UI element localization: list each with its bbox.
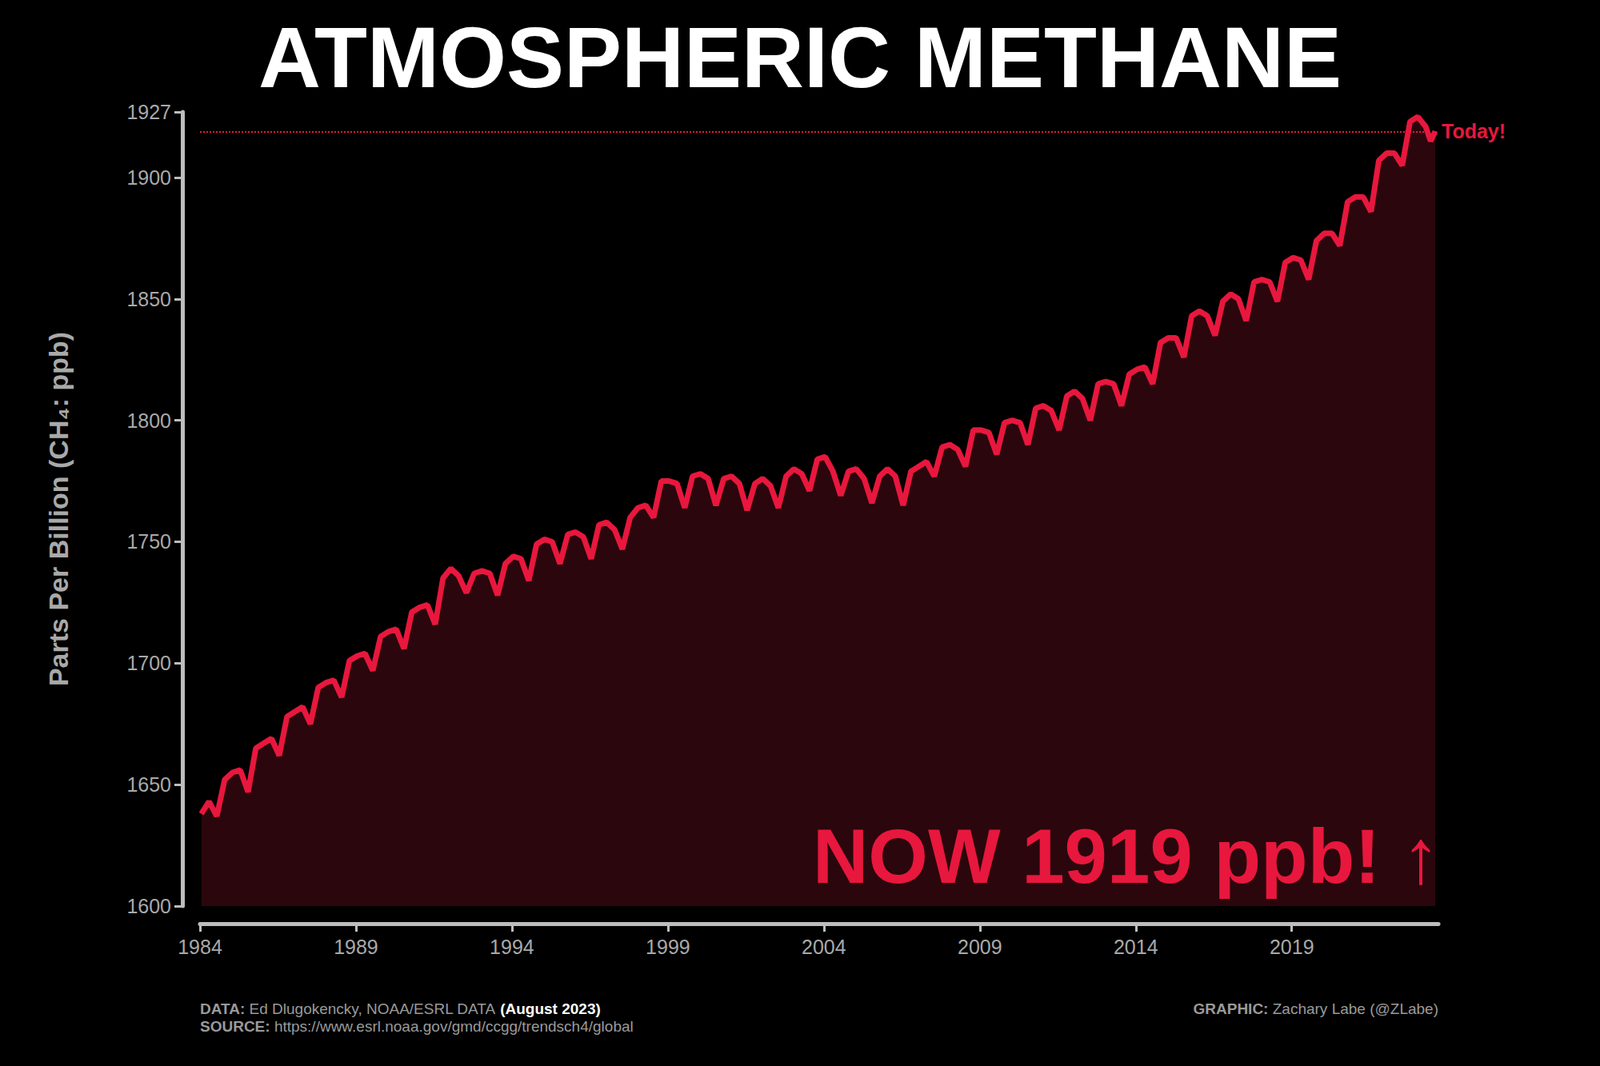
svg-text:2009: 2009	[957, 936, 1003, 959]
svg-text:1750: 1750	[126, 530, 172, 553]
svg-text:1989: 1989	[333, 936, 379, 959]
svg-text:Parts Per Billion (CH₄: ppb): Parts Per Billion (CH₄: ppb)	[43, 332, 74, 687]
svg-text:Ed Dlugokencky, NOAA/ESRL DATA: Ed Dlugokencky, NOAA/ESRL DATA	[249, 1000, 496, 1018]
svg-text:1994: 1994	[489, 936, 535, 959]
svg-text:2019: 2019	[1269, 936, 1315, 959]
svg-text:1984: 1984	[177, 936, 223, 959]
svg-text:2014: 2014	[1113, 936, 1159, 959]
svg-text:Zachary Labe (@ZLabe): Zachary Labe (@ZLabe)	[1272, 1000, 1439, 1018]
svg-text:DATA:: DATA:	[200, 1000, 245, 1018]
svg-text:SOURCE:: SOURCE:	[200, 1018, 271, 1036]
svg-text:ATMOSPHERIC METHANE: ATMOSPHERIC METHANE	[258, 8, 1342, 106]
svg-text:(August 2023): (August 2023)	[500, 1000, 601, 1018]
svg-text:Today!: Today!	[1441, 120, 1506, 143]
svg-text:1800: 1800	[126, 409, 172, 432]
svg-text:1927: 1927	[126, 100, 172, 124]
svg-text:1700: 1700	[126, 652, 172, 675]
svg-text:GRAPHIC:: GRAPHIC:	[1193, 1000, 1269, 1018]
svg-text:2004: 2004	[801, 936, 847, 959]
svg-text:1900: 1900	[126, 166, 172, 189]
svg-text:1999: 1999	[645, 936, 691, 959]
svg-text:1600: 1600	[126, 895, 172, 918]
svg-text:1650: 1650	[126, 773, 172, 796]
svg-text:https://www.esrl.noaa.gov/gmd/: https://www.esrl.noaa.gov/gmd/ccgg/trend…	[274, 1018, 634, 1036]
svg-text:1850: 1850	[126, 288, 172, 311]
svg-text:NOW 1919 ppb! ↑: NOW 1919 ppb! ↑	[812, 813, 1440, 900]
